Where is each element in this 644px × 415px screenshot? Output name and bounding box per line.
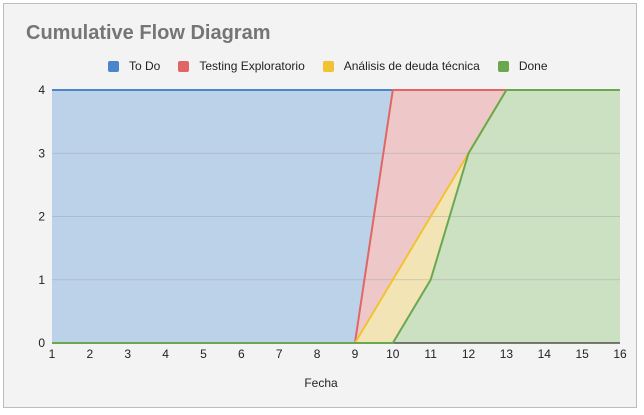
x-tick-label: 4 [162, 347, 169, 361]
x-tick-label: 12 [462, 347, 476, 361]
legend-item-todo[interactable]: To Do [108, 59, 160, 73]
legend-swatch-analisis [322, 60, 334, 72]
legend-item-done[interactable]: Done [497, 59, 548, 73]
x-tick-label: 10 [386, 347, 400, 361]
x-tick-label: 2 [87, 347, 94, 361]
x-axis-label: Fecha [304, 376, 338, 390]
y-tick-label: 2 [38, 210, 45, 224]
series-line-3 [52, 89, 620, 344]
legend-item-testing[interactable]: Testing Exploratorio [178, 59, 305, 73]
y-tick-label: 0 [38, 336, 45, 350]
legend-label-testing: Testing Exploratorio [199, 59, 305, 73]
legend-item-analisis[interactable]: Análisis de deuda técnica [322, 59, 480, 73]
x-tick-label: 13 [500, 347, 514, 361]
y-tick-label: 3 [38, 146, 45, 160]
legend-swatch-todo [108, 60, 119, 72]
x-tick-label: 6 [238, 347, 245, 361]
legend-label-todo: To Do [129, 59, 161, 73]
y-tick-label: 4 [38, 83, 45, 97]
x-tick-label: 8 [314, 347, 321, 361]
x-tick-label: 11 [424, 347, 437, 361]
chart-card: Cumulative Flow Diagram To Do Testing Ex… [3, 3, 637, 408]
legend-label-analisis: Análisis de deuda técnica [343, 59, 480, 73]
x-tick-label: 9 [352, 347, 359, 361]
legend-swatch-testing [178, 60, 190, 72]
x-tick-label: 15 [575, 347, 589, 361]
x-tick-label: 5 [200, 347, 207, 361]
legend-label-done: Done [518, 59, 548, 73]
x-tick-label: 3 [124, 347, 131, 361]
x-tick-label: 16 [613, 347, 627, 361]
chart-legend: To Do Testing Exploratorio Análisis de d… [108, 59, 566, 73]
x-tick-label: 14 [538, 347, 552, 361]
legend-swatch-done [497, 60, 509, 72]
x-tick-label: 1 [49, 347, 56, 361]
x-tick-label: 7 [276, 347, 283, 361]
y-tick-label: 1 [38, 273, 45, 287]
chart-title: Cumulative Flow Diagram [26, 22, 271, 44]
